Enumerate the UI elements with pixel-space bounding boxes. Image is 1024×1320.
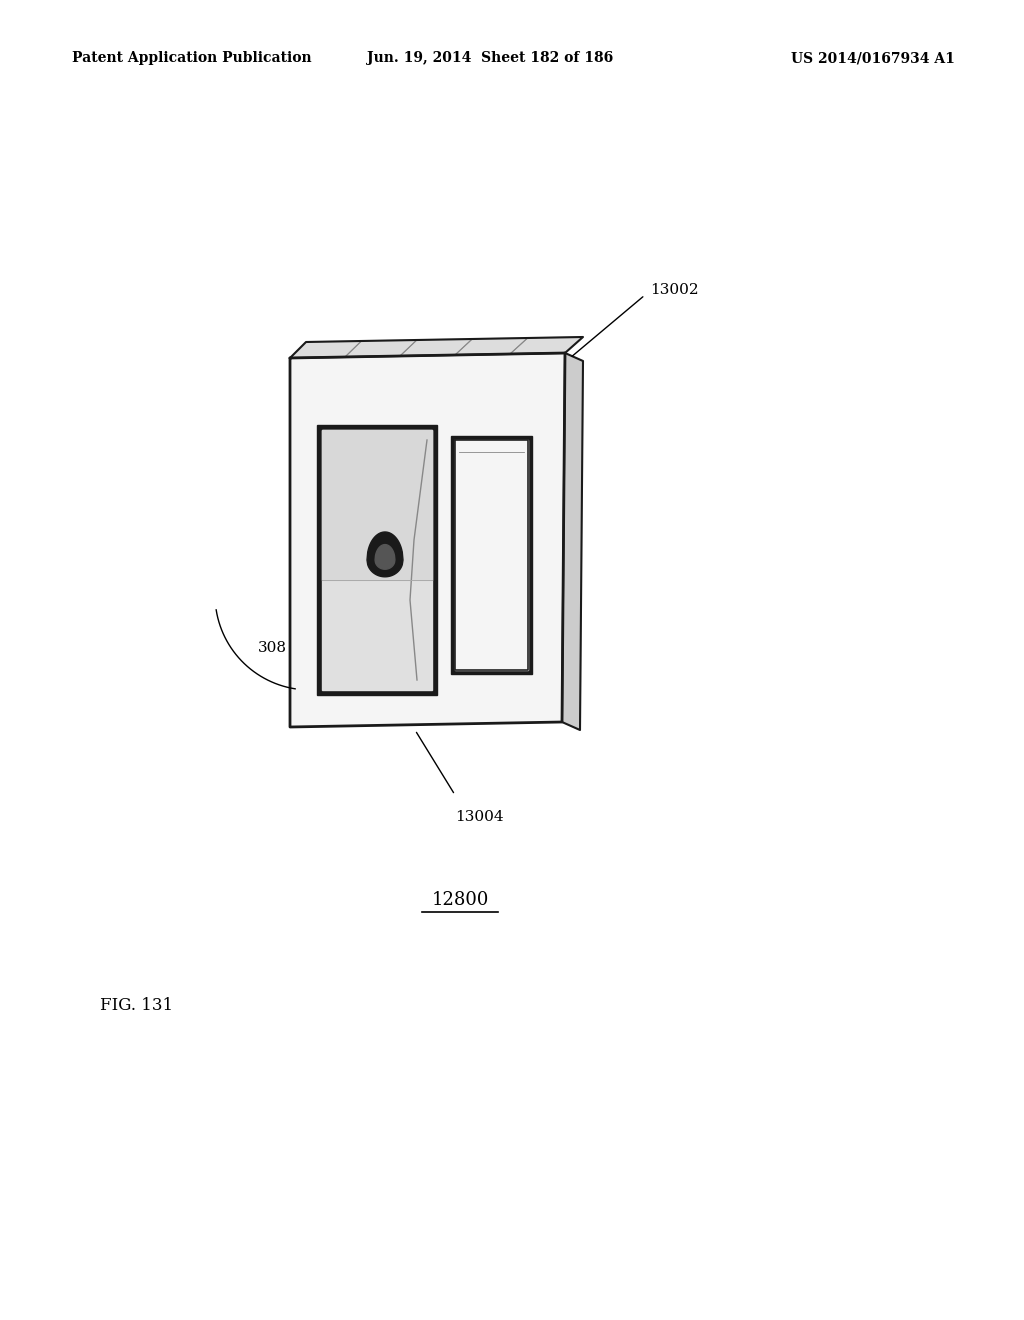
Text: Jun. 19, 2014  Sheet 182 of 186: Jun. 19, 2014 Sheet 182 of 186 [367,51,613,65]
Text: 13002: 13002 [650,282,698,297]
Polygon shape [317,425,437,696]
Polygon shape [290,352,565,727]
Polygon shape [367,532,403,577]
Polygon shape [322,430,432,690]
Polygon shape [322,430,432,579]
Text: FIG. 131: FIG. 131 [100,997,173,1014]
Text: 12800: 12800 [431,891,488,909]
Text: 308: 308 [258,642,287,655]
Polygon shape [455,440,528,671]
Polygon shape [451,436,532,675]
Polygon shape [375,545,395,569]
Text: 13004: 13004 [455,810,504,824]
Text: Patent Application Publication: Patent Application Publication [72,51,311,65]
Polygon shape [562,352,583,730]
Polygon shape [290,337,583,358]
Text: US 2014/0167934 A1: US 2014/0167934 A1 [792,51,955,65]
